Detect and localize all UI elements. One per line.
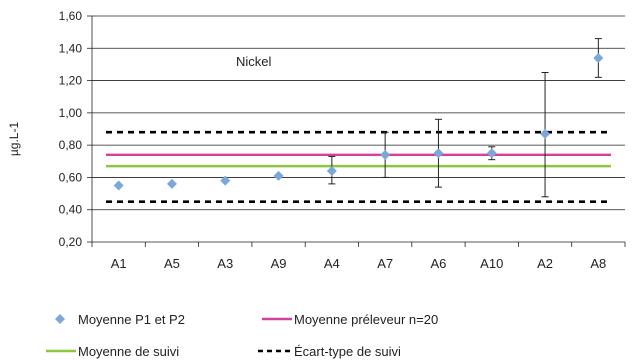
data-point (273, 170, 284, 181)
data-point (113, 180, 124, 191)
x-tick-label: A8 (590, 256, 606, 271)
data-point (593, 52, 604, 63)
x-tick-label: A3 (217, 256, 233, 271)
legend-label-monitoring: Moyenne de suivi (78, 344, 179, 359)
y-axis-label: µg.L-1 (7, 122, 21, 157)
data-points (113, 52, 604, 191)
x-tick-label: A5 (164, 256, 180, 271)
data-point (220, 175, 231, 186)
y-tick-label: 1,60 (59, 9, 83, 23)
legend-label-sampler: Moyenne préleveur n=20 (294, 312, 438, 327)
y-tick-label: 1,20 (59, 74, 83, 88)
legend-label-points: Moyenne P1 et P2 (78, 312, 185, 327)
legend-label-std-dev: Écart-type de suivi (294, 344, 401, 359)
x-tick-label: A10 (480, 256, 503, 271)
x-tick-label: A1 (111, 256, 127, 271)
chart-annotation: Nickel (236, 54, 272, 69)
x-tick-label: A7 (377, 256, 393, 271)
data-point (486, 148, 497, 159)
y-tick-label: 0,60 (59, 170, 83, 184)
x-tick-label: A6 (430, 256, 446, 271)
data-point (433, 148, 444, 159)
x-tick-label: A9 (271, 256, 287, 271)
y-tick-label: 0,20 (59, 235, 83, 249)
data-point (540, 128, 551, 139)
data-point (326, 165, 337, 176)
y-tick-label: 1,40 (59, 41, 83, 55)
grid-lines (87, 15, 626, 247)
data-point (166, 178, 177, 189)
x-tick-label: A2 (537, 256, 553, 271)
legend: Moyenne P1 et P2 Moyenne préleveur n=20 Mo… (46, 312, 438, 359)
y-axis-ticks: 0,20 0,40 0,60 0,80 1,00 1,20 1,40 1,60 (59, 9, 83, 249)
y-tick-label: 0,80 (59, 138, 83, 152)
x-axis-ticks: A1 A5 A3 A9 A4 A7 A6 A10 A2 A8 (111, 256, 607, 271)
reference-lines (106, 130, 611, 203)
x-tick-label: A4 (324, 256, 340, 271)
y-tick-label: 0,40 (59, 203, 83, 217)
error-bars (328, 38, 602, 198)
legend-marker-points (55, 314, 65, 324)
y-tick-label: 1,00 (59, 106, 83, 120)
data-point (380, 149, 391, 160)
